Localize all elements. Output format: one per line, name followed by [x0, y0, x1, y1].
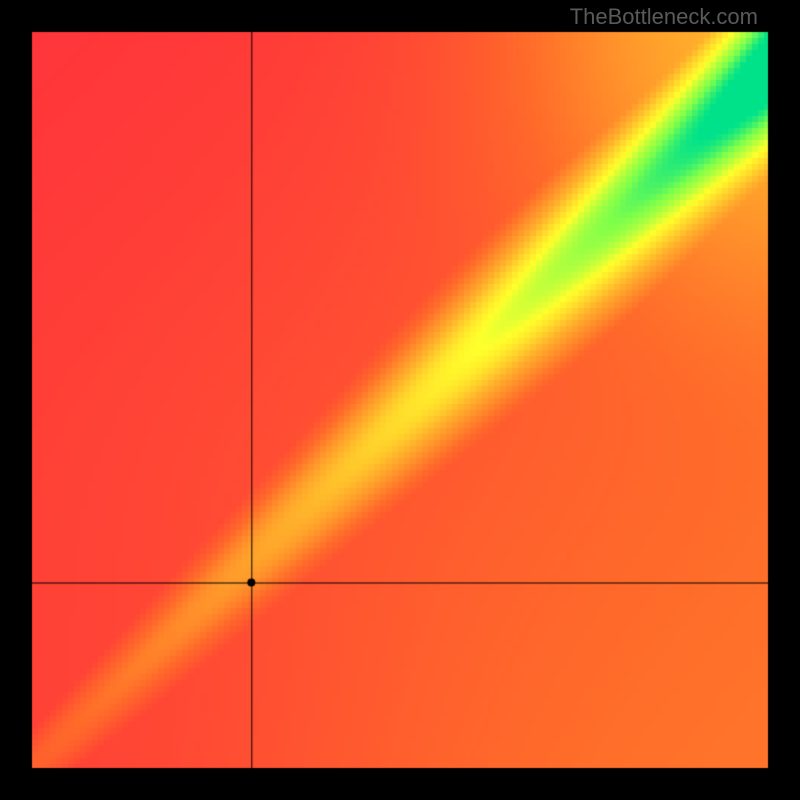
watermark-text: TheBottleneck.com: [570, 4, 758, 30]
heatmap-canvas: [0, 0, 800, 800]
chart-container: TheBottleneck.com: [0, 0, 800, 800]
